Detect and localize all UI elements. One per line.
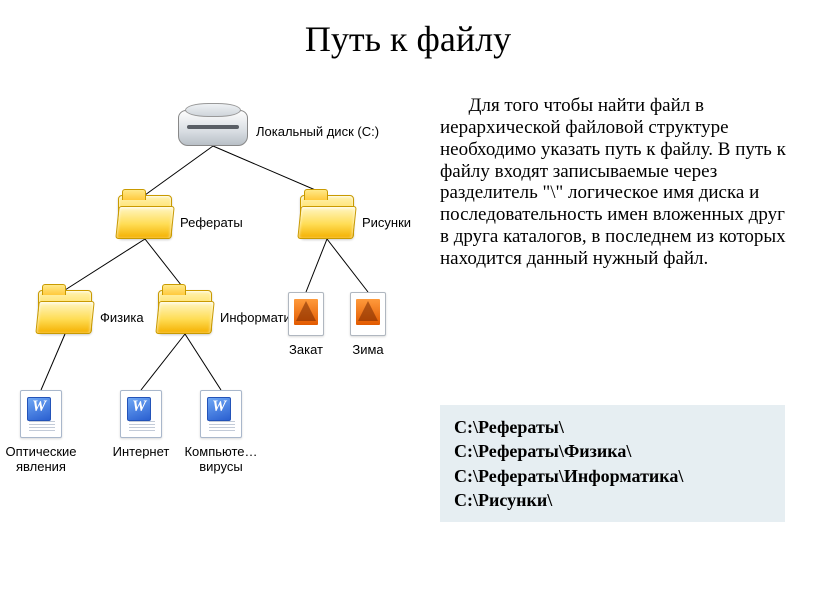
tree-node-optic: Оптические явления [20, 390, 62, 438]
folder-icon [118, 195, 172, 239]
path-line: C:\Рефераты\ [454, 415, 771, 439]
tree-node-informatika: Информатика [158, 290, 212, 334]
image-file-icon [350, 292, 386, 336]
file-tree-diagram: Локальный диск (C:) Рефераты Рисунки Физика… [0, 100, 430, 500]
tree-node-label: Компьюте… вирусы [184, 444, 257, 474]
tree-node-risunki: Рисунки [300, 195, 354, 239]
word-document-icon [120, 390, 162, 438]
path-line: C:\Рефераты\Информатика\ [454, 464, 771, 488]
folder-icon [300, 195, 354, 239]
folder-icon [38, 290, 92, 334]
tree-node-zima: Зима [350, 292, 386, 336]
tree-node-label: Зима [352, 342, 383, 357]
tree-node-label: Оптические явления [5, 444, 76, 474]
tree-node-label: Рисунки [362, 215, 411, 230]
tree-node-label: Закат [289, 342, 323, 357]
tree-node-label: Физика [100, 310, 144, 325]
page-title: Путь к файлу [0, 18, 816, 60]
paths-example-box: C:\Рефераты\ C:\Рефераты\Физика\ C:\Рефе… [440, 405, 785, 522]
tree-node-virus: Компьюте… вирусы [200, 390, 242, 438]
disk-icon [178, 110, 248, 146]
tree-node-label: Локальный диск (C:) [256, 124, 379, 139]
tree-node-disk: Локальный диск (C:) [178, 110, 248, 146]
tree-node-referaty: Рефераты [118, 195, 172, 239]
tree-node-fizika: Физика [38, 290, 92, 334]
tree-node-label: Интернет [113, 444, 170, 459]
word-document-icon [200, 390, 242, 438]
body-paragraph: Для того чтобы найти файл в иерархическо… [440, 95, 790, 270]
tree-node-label: Рефераты [180, 215, 243, 230]
word-document-icon [20, 390, 62, 438]
path-line: C:\Рисунки\ [454, 488, 771, 512]
tree-node-internet: Интернет [120, 390, 162, 438]
folder-icon [158, 290, 212, 334]
image-file-icon [288, 292, 324, 336]
tree-node-zakat: Закат [288, 292, 324, 336]
path-line: C:\Рефераты\Физика\ [454, 439, 771, 463]
